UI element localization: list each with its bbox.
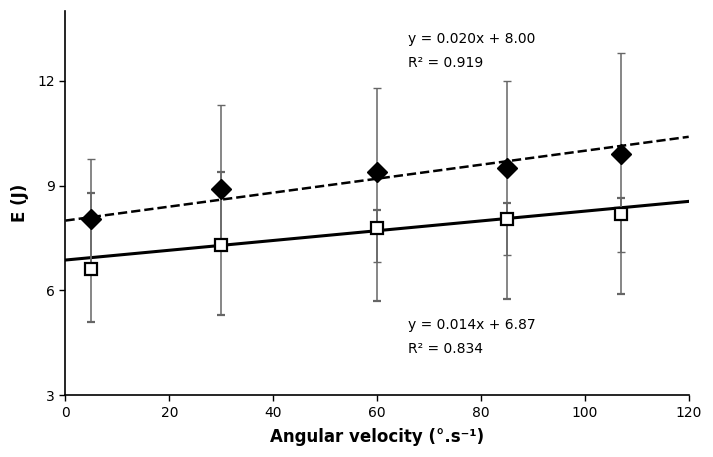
Text: y = 0.020x + 8.00: y = 0.020x + 8.00 bbox=[409, 32, 535, 46]
X-axis label: Angular velocity (°.s⁻¹): Angular velocity (°.s⁻¹) bbox=[270, 428, 484, 446]
Text: R² = 0.919: R² = 0.919 bbox=[409, 56, 483, 70]
Y-axis label: E (J): E (J) bbox=[11, 184, 29, 222]
Text: R² = 0.834: R² = 0.834 bbox=[409, 342, 483, 356]
Text: y = 0.014x + 6.87: y = 0.014x + 6.87 bbox=[409, 318, 536, 332]
